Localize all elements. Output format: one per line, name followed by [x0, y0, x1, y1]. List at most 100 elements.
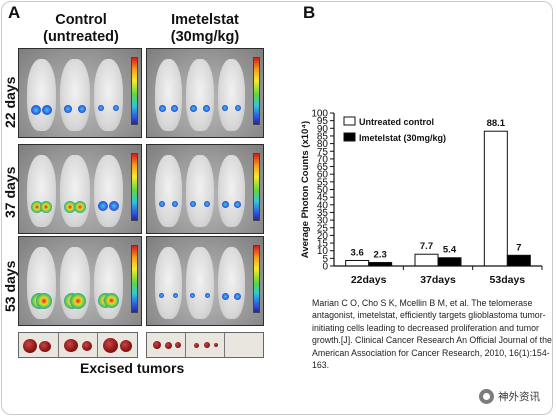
tumor	[153, 341, 161, 349]
mouse-silhouette	[217, 155, 245, 227]
wechat-account-icon	[479, 389, 494, 404]
y-tick-label: 10	[317, 246, 329, 257]
control-column-header: Control (untreated)	[22, 12, 140, 46]
imaging-panel	[146, 236, 264, 326]
tumor-photo-cell	[98, 333, 137, 357]
luminescence-spot	[221, 292, 229, 300]
imaging-panel	[146, 48, 264, 138]
y-tick-label: 45	[317, 193, 329, 204]
intensity-scale-bar	[253, 245, 260, 313]
luminescence-spot	[97, 104, 104, 111]
control-subtitle: (untreated)	[43, 29, 119, 45]
mouse-silhouette	[60, 155, 90, 227]
luminescence-spot	[64, 104, 73, 113]
luminescence-spot	[190, 200, 197, 207]
luminescence-spot	[234, 292, 241, 300]
legend-label: Untreated control	[359, 117, 434, 127]
mouse-silhouette	[155, 247, 183, 319]
tumor-photo-cell	[19, 333, 59, 357]
y-tick-label: 55	[317, 177, 329, 188]
panel-b-label: B	[303, 3, 316, 22]
row-label-22-days: 22 days	[2, 76, 18, 128]
mouse-silhouette	[155, 155, 183, 227]
y-tick-label: 85	[317, 131, 329, 142]
y-axis: 0510152025303540455055606570758085909510…	[311, 109, 335, 273]
bar-value-label: 2.3	[374, 249, 387, 260]
row-label-37-days: 37 days	[2, 166, 18, 218]
tumor-photo-cell	[147, 333, 186, 357]
y-tick-label: 50	[317, 185, 329, 196]
legend-swatch	[343, 116, 356, 126]
luminescence-spot	[159, 104, 166, 112]
intensity-scale-bar	[253, 57, 260, 125]
tumor	[165, 342, 172, 349]
bar	[437, 257, 462, 267]
luminescence-spot	[159, 292, 164, 298]
panel-a-label: A	[8, 3, 21, 22]
luminescence-spot	[234, 200, 241, 208]
excised-tumors-control	[18, 332, 138, 358]
bar-value-label: 7	[516, 242, 521, 253]
tumor	[204, 342, 210, 348]
luminescence-spot	[64, 200, 77, 213]
luminescence-spot	[97, 200, 108, 211]
intensity-scale-bar	[253, 153, 260, 221]
luminescence-spot	[173, 292, 179, 298]
luminescence-spot	[159, 200, 165, 207]
luminescence-spot	[190, 292, 196, 298]
y-tick-label: 100	[311, 109, 328, 120]
x-axis: 22days 37days 53days	[334, 265, 543, 286]
control-title: Control	[55, 12, 107, 28]
bar	[414, 253, 439, 267]
y-tick-label: 90	[317, 124, 329, 135]
x-tick-label: 53days	[490, 274, 526, 286]
intensity-scale-bar	[131, 153, 138, 221]
mouse-silhouette	[186, 247, 214, 319]
luminescence-spot	[40, 200, 53, 213]
imaging-panel	[18, 236, 142, 326]
y-tick-label: 30	[317, 216, 329, 227]
bar	[483, 130, 508, 267]
excised-tumors-treated	[146, 332, 264, 358]
row-label-53-days: 53 days	[2, 260, 18, 312]
y-tick-label: 5	[322, 254, 328, 265]
citation-text: Marian C O, Cho S K, Mcellin B M, et al.…	[312, 298, 552, 371]
imaging-panel	[146, 144, 264, 234]
luminescence-spot	[69, 292, 86, 309]
y-tick-label: 25	[317, 223, 329, 234]
imaging-panel	[18, 144, 142, 234]
mouse-silhouette	[93, 59, 123, 131]
luminescence-spot	[204, 292, 210, 298]
mouse-silhouette	[186, 155, 214, 227]
mouse-silhouette	[93, 247, 123, 319]
excised-tumors-label: Excised tumors	[80, 360, 185, 376]
luminescence-spot	[42, 104, 53, 115]
x-tick-label: 37days	[420, 274, 456, 286]
luminescence-spot	[31, 104, 41, 115]
mouse-silhouette	[93, 155, 123, 227]
mouse-silhouette	[186, 59, 214, 131]
treated-title: Imetelstat	[171, 12, 239, 28]
y-axis-label: Average Photon Counts (x10⁴)	[300, 121, 311, 258]
bar	[345, 259, 370, 267]
bar-value-label: 5.4	[443, 245, 457, 256]
tumor	[63, 339, 78, 352]
y-tick-label: 35	[317, 208, 329, 219]
intensity-scale-bar	[131, 245, 138, 313]
watermark: 神外资讯	[479, 389, 540, 404]
luminescence-spot	[104, 292, 119, 308]
luminescence-spot	[77, 104, 86, 113]
bar	[506, 254, 531, 267]
luminescence-spot	[109, 200, 119, 211]
data-labels: 3.6 7.7 88.1 2.3 5.4 7	[351, 118, 522, 260]
y-tick-label: 65	[317, 162, 329, 173]
luminescence-spot	[221, 200, 229, 208]
luminescence-spot	[73, 200, 86, 213]
mouse-silhouette	[27, 59, 57, 131]
bar-value-label: 7.7	[420, 241, 433, 252]
bar-series	[345, 130, 531, 267]
x-tick-label: 22days	[351, 274, 387, 286]
luminescence-spot	[171, 104, 179, 112]
tumor	[39, 341, 51, 352]
tumor-photo-cell	[59, 333, 99, 357]
